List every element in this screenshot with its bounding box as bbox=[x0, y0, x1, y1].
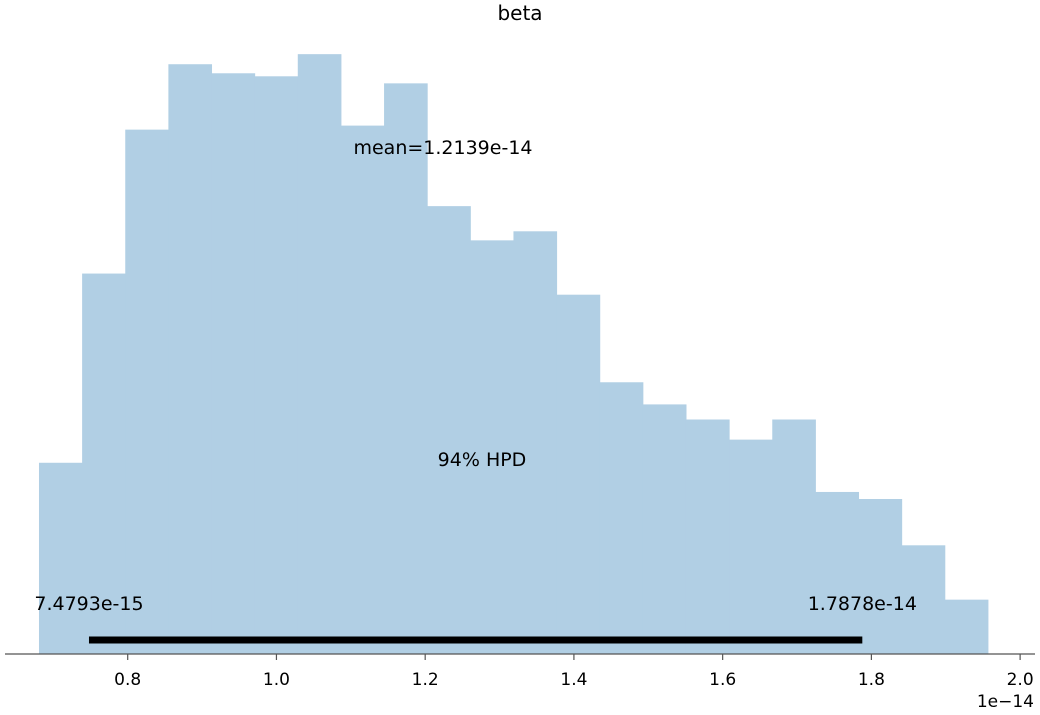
histogram-bars bbox=[38, 54, 989, 655]
histogram-bar bbox=[125, 129, 169, 655]
mean-annotation: mean=1.2139e-14 bbox=[353, 137, 532, 159]
histogram-bar bbox=[772, 419, 816, 654]
histogram-bar bbox=[254, 76, 299, 655]
x-tick-label: 2.0 bbox=[1007, 670, 1034, 690]
x-tick-label: 1.4 bbox=[560, 670, 587, 690]
x-tick-label: 0.8 bbox=[114, 670, 141, 690]
hpd-low-label: 7.4793e-15 bbox=[34, 593, 143, 615]
histogram-bar bbox=[297, 54, 342, 654]
x-tick-label: 1.2 bbox=[412, 670, 439, 690]
histogram-bar bbox=[470, 240, 514, 654]
x-tick-label: 1.0 bbox=[263, 670, 290, 690]
histogram-bar bbox=[513, 231, 558, 654]
histogram-bar bbox=[82, 273, 126, 654]
x-tick-label: 1.6 bbox=[709, 670, 736, 690]
histogram-bar bbox=[901, 545, 946, 654]
histogram-bar bbox=[599, 382, 644, 654]
histogram-bar bbox=[642, 404, 687, 654]
histogram-bar bbox=[168, 64, 213, 654]
histogram-bar bbox=[944, 599, 989, 654]
histogram-bar bbox=[815, 491, 860, 654]
x-axis-ticks: 0.8 1.0 1.2 1.4 1.6 1.8 2.0 bbox=[114, 654, 1034, 690]
histogram-bar bbox=[685, 419, 730, 654]
histogram-bar bbox=[729, 439, 773, 654]
histogram-bar bbox=[38, 462, 83, 654]
x-axis-offset-label: 1e−14 bbox=[977, 692, 1034, 712]
hpd-high-label: 1.7878e-14 bbox=[808, 593, 917, 615]
chart-title: beta bbox=[497, 1, 542, 25]
x-tick-label: 1.8 bbox=[858, 670, 885, 690]
histogram-bar bbox=[340, 125, 385, 654]
histogram-bar bbox=[556, 294, 601, 654]
histogram-bar bbox=[427, 206, 471, 654]
histogram-bar bbox=[858, 499, 903, 654]
hpd-annotation: 94% HPD bbox=[438, 449, 527, 471]
histogram-bar bbox=[211, 73, 256, 655]
histogram-bar bbox=[384, 83, 428, 655]
